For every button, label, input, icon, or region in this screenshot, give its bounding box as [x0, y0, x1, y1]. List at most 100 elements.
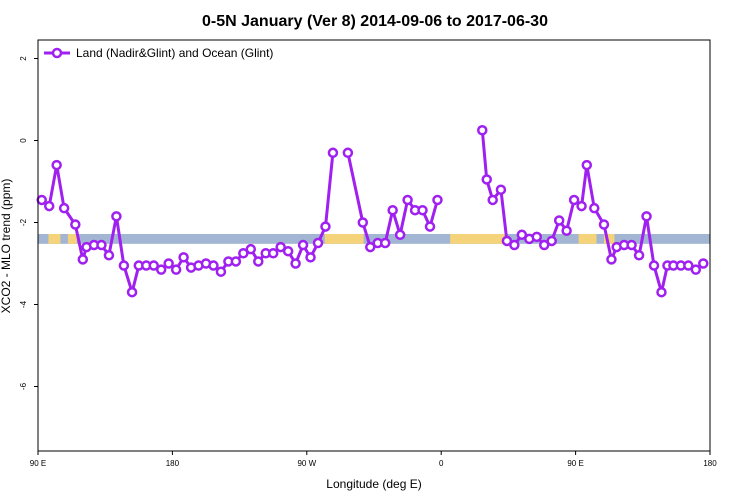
data-point-11: [118, 260, 130, 271]
data-point-67: [581, 159, 593, 171]
x-axis-title: Longitude (deg E): [326, 477, 421, 491]
data-point-16: [155, 264, 167, 275]
data-point-61: [538, 239, 550, 251]
data-point-41: [357, 217, 369, 228]
data-point-66: [576, 200, 587, 212]
data-point-42: [365, 241, 376, 253]
data-point-0: [36, 194, 47, 206]
data-point-26: [230, 256, 242, 267]
data-point-38: [320, 221, 331, 232]
data-point-62: [546, 235, 557, 247]
data-point-1: [43, 200, 55, 212]
data-point-45: [387, 204, 398, 216]
data-point-55: [495, 184, 507, 195]
data-point-32: [275, 241, 286, 253]
x-tick-label-0: 90 E: [30, 459, 46, 468]
data-point-70: [606, 254, 617, 265]
y-tick-label-3: -4: [19, 300, 28, 308]
legend-label: Land (Nadir&Glint) and Ocean (Glint): [76, 46, 273, 60]
y-axis-title: XCO2 - MLO trend (ppm): [0, 179, 13, 314]
plot-area: [36, 39, 711, 452]
data-point-53: [481, 174, 492, 185]
y-tick-label-1: 0: [19, 138, 28, 143]
data-point-18: [170, 264, 182, 275]
band-ocean: [38, 233, 710, 244]
data-point-31: [267, 248, 279, 259]
data-point-74: [633, 250, 645, 261]
x-tick-label-3: 0: [439, 459, 444, 468]
data-point-9: [103, 250, 115, 261]
data-points: [36, 125, 709, 298]
data-point-76: [648, 260, 660, 271]
data-point-29: [253, 256, 264, 267]
data-point-56: [501, 235, 513, 247]
band-land-1: [67, 233, 77, 244]
data-point-65: [568, 194, 580, 206]
series-line-segment-0: [40, 152, 335, 294]
data-point-49: [417, 204, 428, 216]
chart-title: 0-5N January (Ver 8) 2014-09-06 to 2017-…: [202, 13, 548, 30]
legend-marker: [51, 47, 63, 59]
data-point-75: [641, 211, 652, 222]
data-point-50: [424, 221, 436, 232]
data-point-46: [394, 229, 406, 241]
band-land-2: [324, 233, 364, 244]
data-point-19: [178, 252, 189, 263]
data-point-77: [656, 286, 667, 298]
plot-frame: [37, 39, 711, 452]
data-point-57: [509, 239, 520, 251]
data-point-39: [327, 147, 339, 159]
data-point-4: [70, 219, 81, 230]
x-tick-label-2: 90 W: [297, 459, 316, 468]
data-point-51: [432, 194, 443, 206]
data-point-68: [589, 202, 600, 214]
data-point-54: [487, 194, 498, 206]
data-point-40: [342, 147, 354, 159]
data-point-24: [215, 266, 227, 277]
data-point-28: [245, 243, 257, 255]
data-point-47: [402, 194, 413, 206]
data-point-35: [297, 239, 309, 251]
band-land-4: [578, 233, 597, 244]
y-axis: 2 0 -2 -4 -6: [19, 56, 38, 390]
data-point-12: [126, 286, 138, 298]
y-tick-label-4: -6: [19, 382, 28, 390]
data-point-63: [553, 215, 565, 226]
data-point-44: [379, 237, 391, 249]
data-point-37: [312, 237, 324, 249]
legend: Land (Nadir&Glint) and Ocean (Glint): [44, 46, 273, 60]
y-tick-label-2: -2: [19, 218, 28, 226]
x-tick-label-1: 180: [166, 459, 180, 468]
band-land-3: [450, 233, 507, 244]
data-point-36: [305, 252, 316, 263]
data-point-69: [598, 219, 610, 230]
data-point-2: [51, 159, 62, 171]
data-point-52: [477, 125, 488, 136]
data-point-82: [690, 264, 702, 275]
data-point-73: [626, 239, 637, 251]
data-point-83: [698, 258, 709, 269]
data-point-81: [683, 260, 694, 271]
band-land-5: [603, 233, 615, 244]
data-point-17: [163, 258, 174, 269]
surface-band: [38, 233, 710, 244]
data-point-60: [531, 231, 543, 243]
x-axis: 90 E 180 90 W 0 90 E 180: [30, 451, 717, 468]
data-point-58: [516, 229, 528, 241]
data-point-27: [238, 248, 249, 259]
x-tick-label-4: 90 E: [567, 459, 583, 468]
band-land-0: [48, 233, 61, 244]
data-point-64: [561, 225, 572, 236]
data-point-15: [148, 260, 159, 271]
series-line-segment-1: [346, 152, 439, 249]
data-point-23: [208, 260, 219, 271]
data-point-3: [58, 202, 70, 214]
data-point-33: [282, 245, 294, 257]
data-point-8: [96, 239, 107, 251]
data-point-5: [77, 254, 89, 265]
data-point-10: [111, 211, 122, 222]
data-point-34: [290, 258, 301, 269]
x-tick-label-5: 180: [703, 459, 717, 468]
y-tick-label-0: 2: [19, 56, 28, 61]
